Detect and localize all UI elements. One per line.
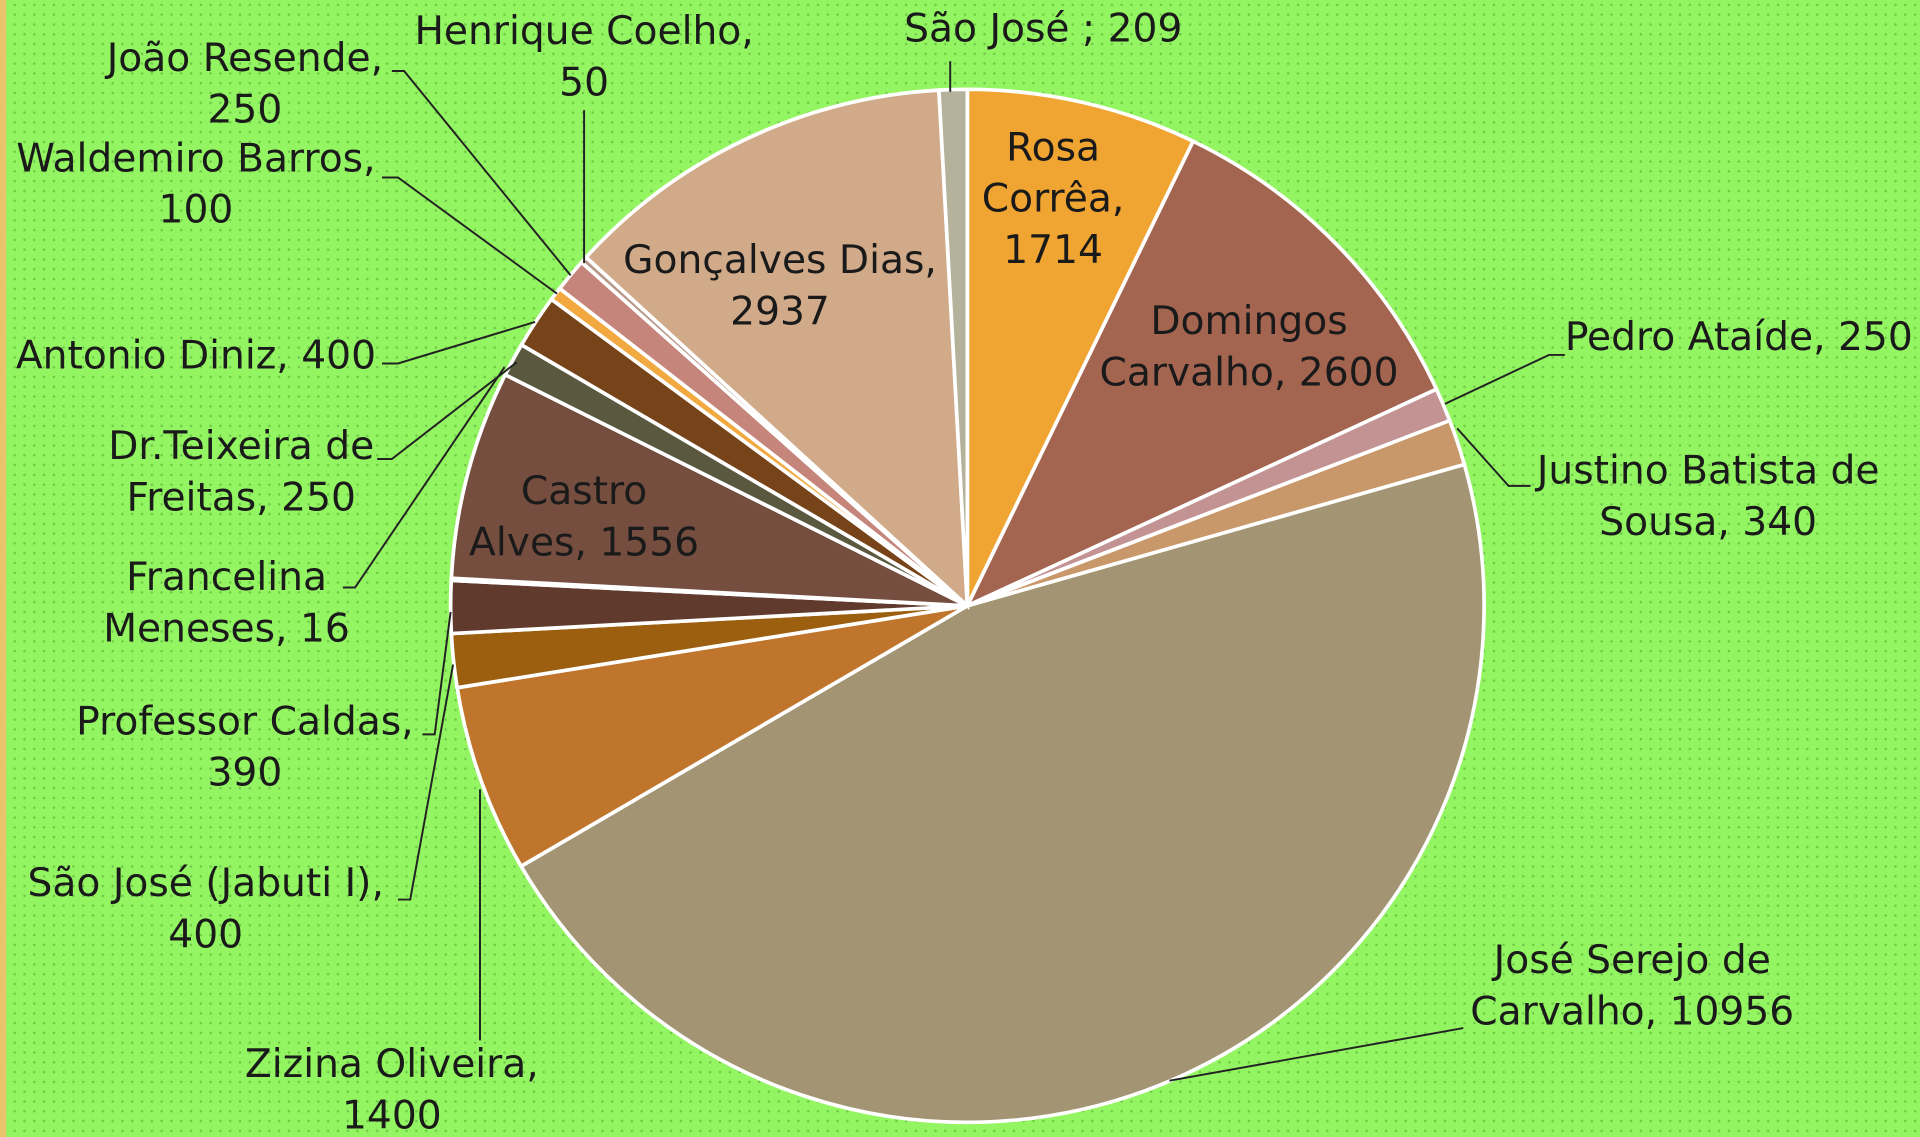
slice-label: São José ; 209	[904, 4, 1183, 52]
leader-line	[391, 70, 572, 276]
slice-label: Francelina Meneses, 16	[103, 553, 350, 652]
pie-slice	[936, 87, 970, 606]
leader-line	[377, 361, 518, 460]
edge-stripe	[0, 0, 7, 1137]
slice-label: Dr.Teixeira de Freitas, 250	[108, 422, 375, 521]
pie-slice	[449, 372, 969, 608]
leader-line	[382, 320, 536, 365]
slice-label: Zizina Oliveira, 1400	[244, 1040, 539, 1137]
leader-line	[1456, 427, 1531, 487]
slice-label: Pedro Ataíde, 250	[1564, 313, 1913, 360]
pie-slice	[963, 138, 1439, 610]
slice-label: Professor Caldas, 390	[76, 697, 414, 796]
slice-label: João Resende, 250	[106, 34, 384, 133]
slice-label: Henrique Coelho, 50	[414, 7, 754, 106]
slice-label: São José (Jabuti I), 400	[27, 859, 384, 958]
slice-label: Rosa Corrêa, 1714	[981, 123, 1125, 273]
slice-label: Castro Alves, 1556	[469, 467, 700, 566]
leader-line	[1169, 1027, 1464, 1082]
slice-label: Gonçalves Dias, 2937	[623, 236, 937, 335]
pie-slice	[965, 87, 1196, 607]
leader-line	[1444, 353, 1565, 405]
slice-label: Justino Batista de Sousa, 340	[1536, 446, 1880, 545]
slice-label: José Serejo de Carvalho, 10956	[1470, 936, 1795, 1035]
leader-line	[382, 176, 558, 295]
leader-line	[397, 664, 455, 901]
leader-line	[422, 611, 452, 736]
leader-line	[342, 366, 506, 589]
pie-slice	[455, 604, 969, 869]
slice-label: Waldemiro Barros, 100	[16, 134, 376, 233]
slice-label: Domingos Carvalho, 2600	[1099, 297, 1399, 396]
slice-label: Antonio Diniz, 400	[15, 331, 376, 379]
pie-slice	[583, 88, 970, 611]
